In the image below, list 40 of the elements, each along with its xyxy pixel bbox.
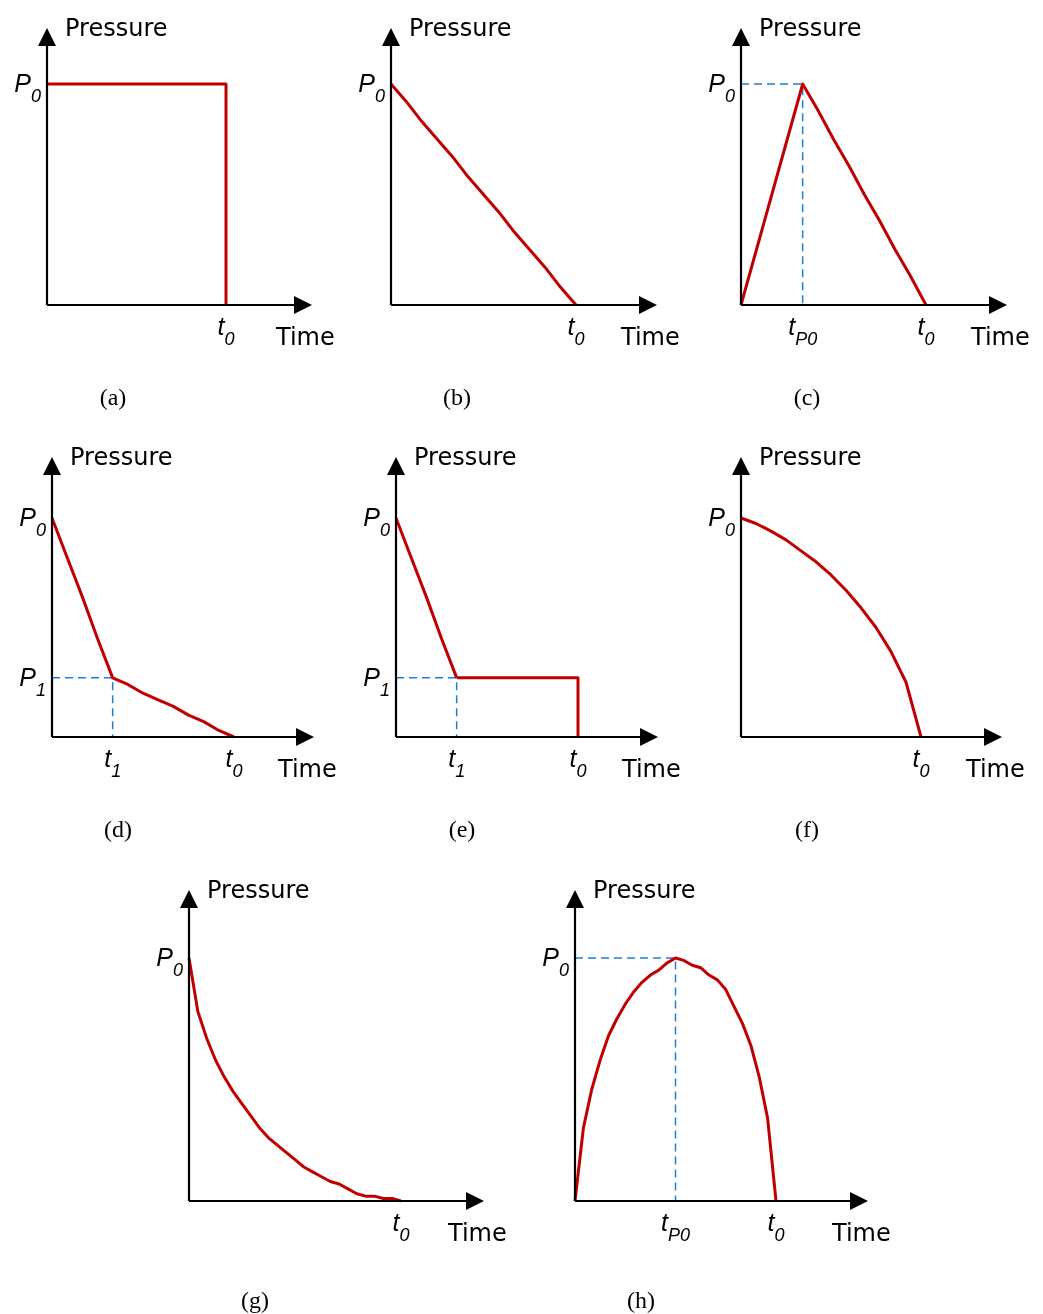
text: (h) [627, 1287, 655, 1313]
y-axis-title: Pressure [409, 14, 512, 42]
x-axis-title: Time [970, 323, 1030, 351]
text: (d) [104, 816, 132, 842]
y-axis-title: Pressure [593, 876, 696, 904]
annotation: P$_{0}$ [708, 503, 735, 540]
y-axis-title: Pressure [414, 443, 517, 471]
y-axis-title: Pressure [759, 14, 862, 42]
y-axis-title: Pressure [65, 14, 168, 42]
text: (e) [448, 816, 476, 842]
x-tick-label: t$_{1}$ [448, 744, 466, 781]
annotation: P$_{0}$ [363, 503, 390, 540]
x-tick-label: t$_{P0}$ [661, 1208, 690, 1245]
x-tick-label: t$_{P0}$ [788, 312, 818, 349]
text: (g) [241, 1287, 269, 1313]
y-axis-title: Pressure [207, 876, 310, 904]
x-axis-title: Time [277, 755, 337, 783]
x-axis-title: Time [620, 323, 680, 351]
annotation: P$_{1}$ [363, 662, 390, 700]
x-tick-label: t$_{0}$ [569, 744, 587, 781]
x-axis-title: Time [275, 323, 335, 351]
y-axis-title: Pressure [70, 443, 173, 471]
text: (a) [99, 384, 127, 410]
annotation: P$_{0}$ [19, 503, 46, 540]
text: (b) [443, 384, 471, 410]
text: (c) [793, 384, 821, 410]
annotation: P$_{0}$ [358, 69, 385, 106]
x-axis-title: Time [831, 1219, 891, 1247]
text: (f) [795, 816, 819, 842]
x-axis-title: Time [965, 755, 1025, 783]
x-axis-title: Time [447, 1219, 507, 1247]
annotation: P$_{0}$ [708, 69, 735, 106]
text: P$_{0}$ [156, 943, 183, 980]
x-tick-label: t$_{1}$ [104, 744, 122, 781]
x-tick-label: t$_{0}$ [225, 744, 243, 781]
annotation: P$_{1}$ [19, 662, 46, 700]
text: P$_{0}$ [542, 943, 569, 980]
y-axis-title: Pressure [759, 443, 862, 471]
annotation: P$_{0}$ [14, 69, 41, 106]
x-axis-title: Time [621, 755, 681, 783]
